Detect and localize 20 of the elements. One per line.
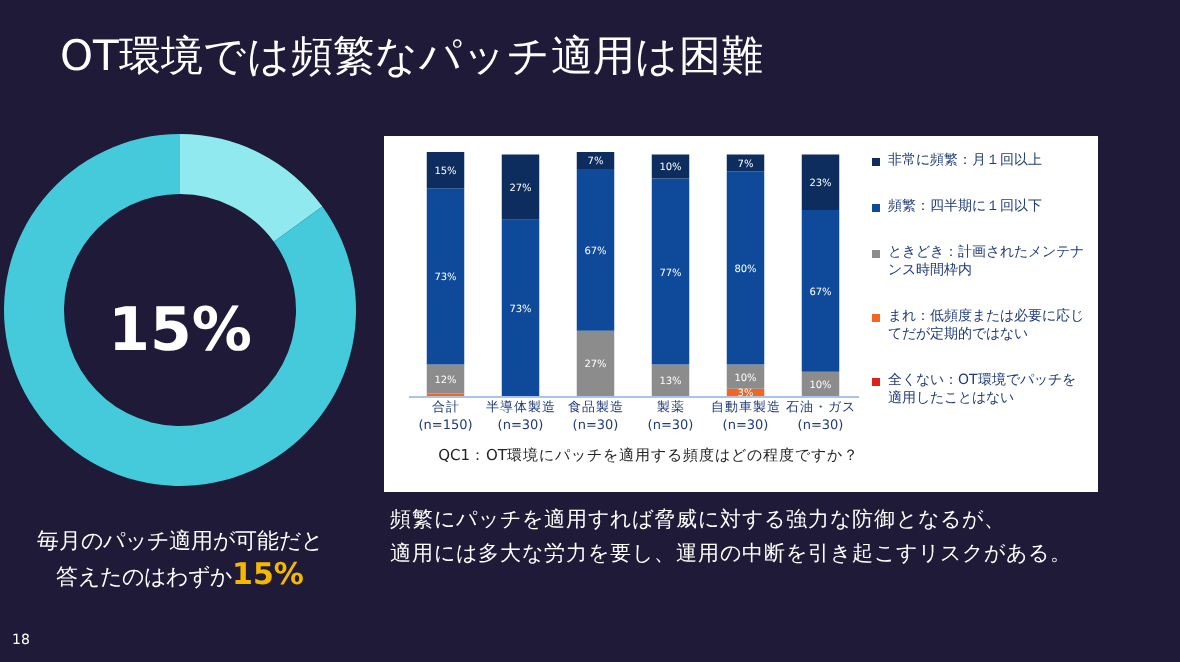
text: 頻繁にパッチを適用すれば脅威に対する強力な防御となるが、 xyxy=(390,508,1006,532)
bar xyxy=(501,154,540,220)
bar xyxy=(576,168,615,331)
bar xyxy=(576,330,615,396)
donut-slice xyxy=(4,134,356,486)
bar xyxy=(426,152,465,189)
chart-title: OT環境では頻繁なパッチ適用は困難 xyxy=(60,30,763,84)
bar xyxy=(726,171,765,365)
text: 15% xyxy=(106,296,254,366)
text: 毎月のパッチ適用が可能だと xyxy=(37,528,323,554)
donut-slice xyxy=(180,134,323,242)
bar xyxy=(801,209,840,372)
text: 15% xyxy=(232,556,304,592)
bar xyxy=(801,154,840,210)
bar xyxy=(501,219,540,396)
bar xyxy=(651,178,690,365)
bar xyxy=(426,188,465,365)
text: 適用には多大な労力を要し、運用の中断を引き起こすリスクがある。 xyxy=(390,542,1072,566)
text: 答えたのはわずか xyxy=(56,564,233,590)
bar xyxy=(651,154,690,179)
